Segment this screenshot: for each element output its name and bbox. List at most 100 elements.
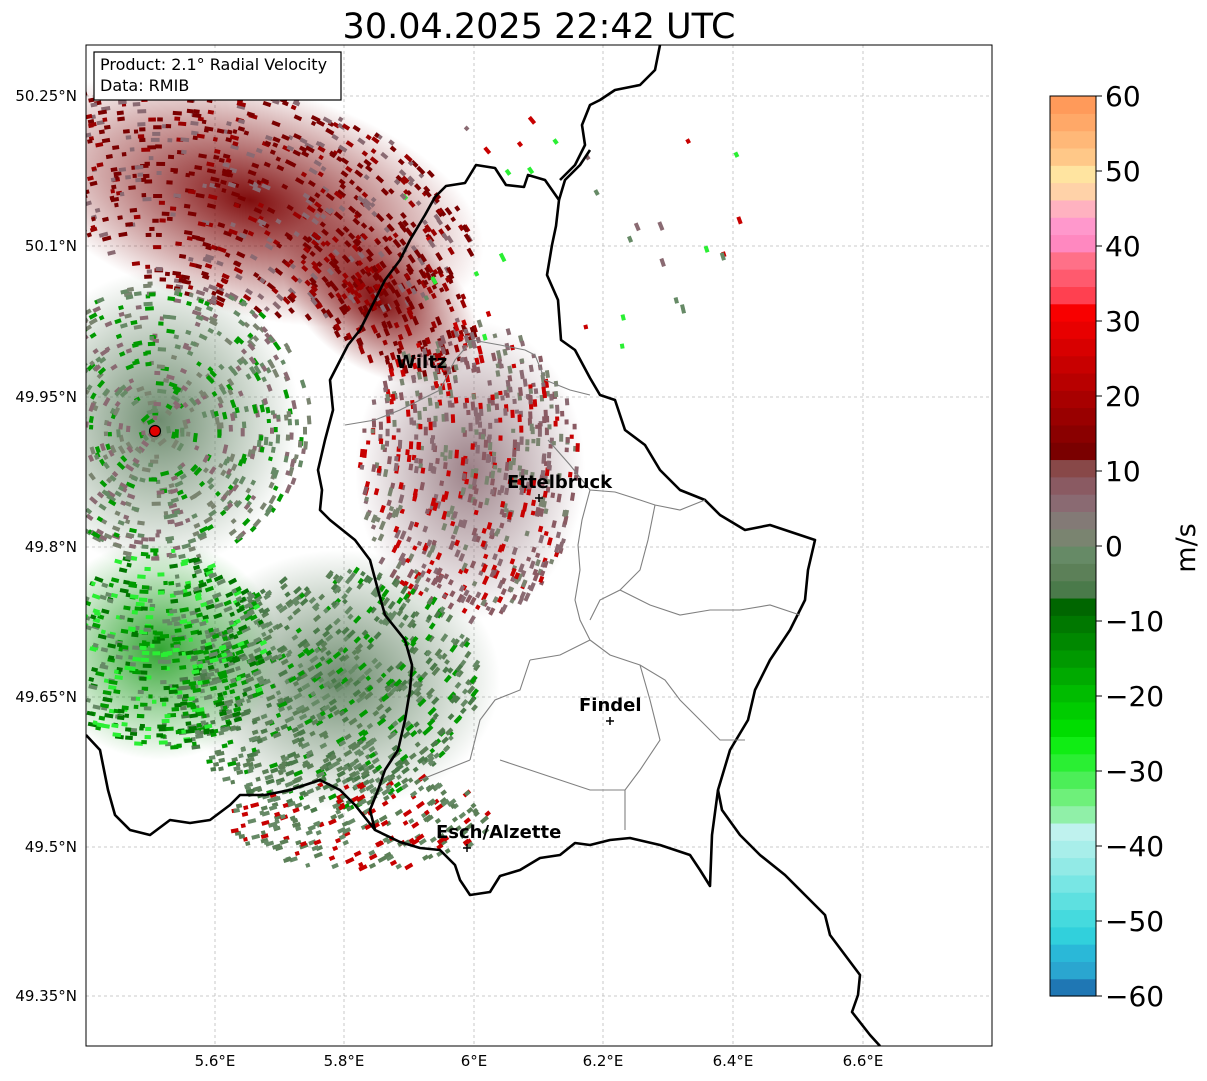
- lat-tick-label: 49.8°N: [25, 538, 77, 556]
- colorbar-tick-label: 10: [1105, 455, 1141, 488]
- colorbar-segment: [1050, 753, 1096, 772]
- colorbar-segment: [1050, 632, 1096, 651]
- lat-tick-label: 50.1°N: [25, 237, 77, 255]
- colorbar-tick-label: −50: [1105, 905, 1164, 938]
- lat-tick-label: 49.35°N: [15, 987, 77, 1005]
- radar-site-marker: [148, 424, 162, 438]
- lon-tick-label: 5.6°E: [195, 1052, 236, 1070]
- colorbar: 60 50 40 30 20 10 0 −10 −20 −30 −40 −50 −60 m/s: [1049, 80, 1202, 1013]
- colorbar-tick-label: −20: [1105, 680, 1164, 713]
- colorbar-segment: [1050, 961, 1096, 980]
- germany-belgium-border: [716, 789, 881, 1046]
- city-label-wiltz: Wiltz: [396, 352, 447, 373]
- colorbar-segment: [1050, 978, 1096, 997]
- colorbar-segment: [1050, 286, 1096, 305]
- colorbar-segment: [1050, 476, 1096, 495]
- colorbar-segment: [1050, 494, 1096, 512]
- colorbar-tick-label: −60: [1105, 980, 1164, 1013]
- colorbar-segment: [1050, 615, 1096, 634]
- latitude-axis: 50.25°N 50.1°N 49.95°N 49.8°N 49.65°N 49…: [15, 87, 77, 1005]
- chart-title: 30.04.2025 22:42 UTC: [343, 7, 736, 47]
- colorbar-tick-label: 20: [1105, 380, 1141, 413]
- colorbar-segment: [1050, 684, 1096, 703]
- colorbar-tick-label: −30: [1105, 755, 1164, 788]
- colorbar-segment: [1050, 771, 1096, 789]
- colorbar-segment: [1050, 234, 1096, 253]
- colorbar-segment: [1050, 546, 1096, 564]
- city-label-ettelbruck: Ettelbruck: [507, 472, 613, 493]
- colorbar-segment: [1050, 840, 1096, 859]
- lon-tick-label: 5.8°E: [324, 1052, 365, 1070]
- colorbar-segment: [1050, 199, 1096, 218]
- colorbar-segment: [1050, 424, 1096, 443]
- city-marker-ettelbruck: [535, 494, 543, 502]
- colorbar-segment: [1050, 580, 1096, 599]
- colorbar-segment: [1050, 736, 1096, 755]
- product-info-box: Product: 2.1° Radial Velocity Data: RMIB: [93, 51, 342, 101]
- colorbar-segment: [1050, 321, 1096, 339]
- colorbar-tick-label: 50: [1105, 155, 1141, 188]
- city-marker-findel: [606, 717, 614, 725]
- colorbar-segment: [1050, 147, 1096, 166]
- colorbar-segment: [1050, 511, 1096, 530]
- lon-tick-label: 6.6°E: [843, 1052, 884, 1070]
- colorbar-segment: [1050, 251, 1096, 270]
- colorbar-segment: [1050, 788, 1096, 807]
- colorbar-segment: [1050, 701, 1096, 720]
- colorbar-segment: [1050, 944, 1096, 962]
- lat-tick-label: 50.25°N: [15, 87, 77, 105]
- lat-tick-label: 49.95°N: [15, 388, 77, 406]
- city-wiltz: Wiltz: [396, 352, 447, 373]
- colorbar-segment: [1050, 269, 1096, 287]
- colorbar-segment: [1050, 857, 1096, 876]
- longitude-axis: 5.6°E 5.8°E 6°E 6.2°E 6.4°E 6.6°E: [195, 1052, 884, 1070]
- city-esch-alzette: Esch/Alzette: [436, 822, 561, 852]
- colorbar-segment: [1050, 597, 1096, 616]
- colorbar-segment: [1050, 407, 1096, 426]
- colorbar-segment: [1050, 96, 1096, 114]
- colorbar-segment: [1050, 805, 1096, 824]
- map-area: Wiltz Ettelbruck Findel Esch/Alzette Pro…: [85, 44, 993, 1047]
- colorbar-tick-label: 0: [1105, 530, 1123, 563]
- colorbar-segment: [1050, 303, 1096, 322]
- colorbar-segment: [1050, 892, 1096, 911]
- lat-tick-label: 49.5°N: [25, 838, 77, 856]
- city-findel: Findel: [579, 695, 642, 725]
- colorbar-segment: [1050, 667, 1096, 686]
- colorbar-segment: [1050, 822, 1096, 841]
- colorbar-tick-label: 30: [1105, 305, 1141, 338]
- colorbar-segment: [1050, 113, 1096, 132]
- lon-tick-label: 6.4°E: [713, 1052, 754, 1070]
- velocity-field: [86, 72, 743, 872]
- colorbar-segment: [1050, 719, 1096, 737]
- colorbar-tick-label: 60: [1105, 80, 1141, 113]
- colorbar-segment: [1050, 182, 1096, 201]
- data-source-label: Data: RMIB: [100, 76, 189, 95]
- colorbar-segments: [1050, 96, 1096, 997]
- colorbar-tick-label: −40: [1105, 830, 1164, 863]
- product-label: Product: 2.1° Radial Velocity: [100, 55, 327, 74]
- colorbar-label: m/s: [1171, 523, 1202, 572]
- colorbar-segment: [1050, 338, 1096, 357]
- colorbar-segment: [1050, 874, 1096, 893]
- lon-tick-label: 6°E: [461, 1052, 488, 1070]
- colorbar-segment: [1050, 390, 1096, 409]
- colorbar-segment: [1050, 563, 1096, 582]
- map-frame: [85, 44, 993, 1047]
- colorbar-segment: [1050, 459, 1096, 478]
- city-label-esch-alzette: Esch/Alzette: [436, 822, 561, 843]
- colorbar-segment: [1050, 355, 1096, 374]
- city-marker-esch-alzette: [463, 844, 471, 852]
- colorbar-tick-label: −10: [1105, 605, 1164, 638]
- colorbar-ticks: 60 50 40 30 20 10 0 −10 −20 −30 −40 −50 −60: [1096, 80, 1164, 1013]
- colorbar-segment: [1050, 165, 1096, 184]
- colorbar-segment: [1050, 130, 1096, 149]
- velocity-pixels: [86, 76, 743, 872]
- colorbar-segment: [1050, 909, 1096, 928]
- colorbar-segment: [1050, 372, 1096, 391]
- colorbar-segment: [1050, 649, 1096, 668]
- colorbar-segment: [1050, 528, 1096, 547]
- germany-border: [557, 45, 662, 201]
- lat-tick-label: 49.65°N: [15, 688, 77, 706]
